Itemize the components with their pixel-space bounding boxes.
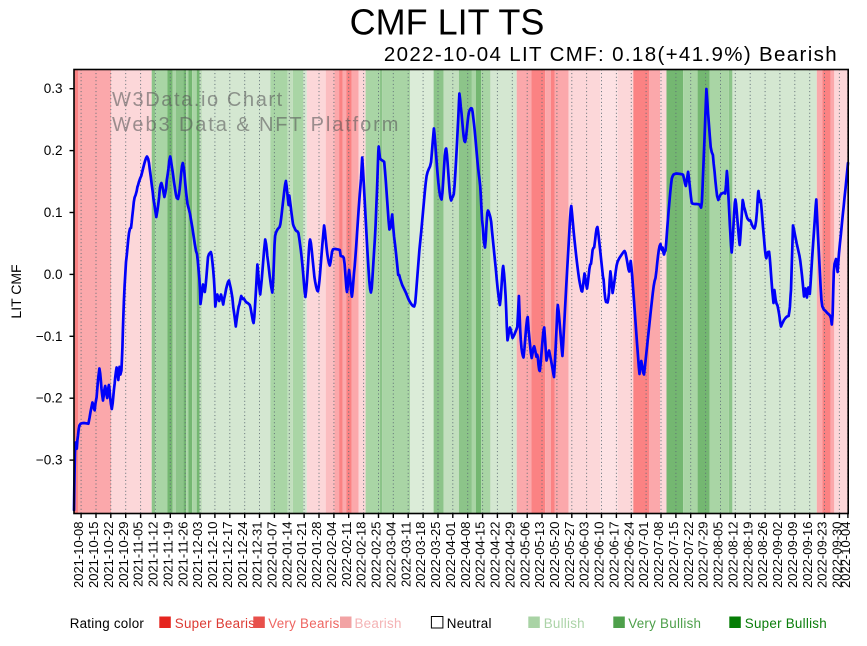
svg-text:0.1: 0.1: [44, 205, 63, 220]
svg-text:2022-06-24: 2022-06-24: [621, 522, 636, 589]
svg-text:2022-01-07: 2022-01-07: [265, 522, 280, 589]
svg-text:2021-10-08: 2021-10-08: [71, 522, 86, 589]
svg-text:2022-09-02: 2022-09-02: [770, 522, 785, 589]
svg-text:2022-08-12: 2022-08-12: [725, 522, 740, 589]
svg-text:2021-10-15: 2021-10-15: [86, 522, 101, 589]
svg-text:2022-04-15: 2022-04-15: [473, 522, 488, 589]
svg-text:2021-12-03: 2021-12-03: [190, 522, 205, 589]
svg-text:2022-04-22: 2022-04-22: [488, 522, 503, 589]
svg-text:2022-01-21: 2022-01-21: [294, 522, 309, 589]
svg-text:2021-12-17: 2021-12-17: [220, 522, 235, 589]
svg-text:2022-05-20: 2022-05-20: [547, 522, 562, 589]
svg-text:W3Data.io Chart: W3Data.io Chart: [112, 89, 284, 111]
svg-text:2022-05-06: 2022-05-06: [517, 522, 532, 589]
svg-text:2022-02-25: 2022-02-25: [369, 522, 384, 589]
svg-text:0.3: 0.3: [44, 81, 63, 96]
svg-text:2022-03-25: 2022-03-25: [428, 522, 443, 589]
svg-text:2021-11-19: 2021-11-19: [160, 522, 175, 588]
svg-text:2022-07-22: 2022-07-22: [681, 522, 696, 589]
svg-text:2022-01-14: 2022-01-14: [279, 522, 294, 589]
svg-text:−0.3: −0.3: [36, 453, 63, 468]
svg-text:2022-03-11: 2022-03-11: [398, 522, 413, 588]
svg-text:2022-06-17: 2022-06-17: [607, 522, 622, 589]
svg-text:Rating color: Rating color: [70, 616, 145, 631]
svg-text:2022-10-04: 2022-10-04: [838, 522, 853, 589]
svg-text:2022-09-23: 2022-09-23: [815, 522, 830, 589]
svg-text:2022-03-18: 2022-03-18: [413, 522, 428, 589]
svg-text:2021-10-29: 2021-10-29: [116, 522, 131, 589]
svg-text:2022-05-27: 2022-05-27: [562, 522, 577, 589]
svg-text:2022-08-05: 2022-08-05: [711, 522, 726, 589]
svg-text:2021-12-31: 2021-12-31: [250, 522, 265, 589]
svg-text:2022-08-19: 2022-08-19: [740, 522, 755, 589]
svg-text:−0.2: −0.2: [36, 391, 63, 406]
svg-text:Very Bullish: Very Bullish: [628, 616, 701, 631]
svg-text:2022-06-03: 2022-06-03: [577, 522, 592, 589]
svg-text:LIT CMF: LIT CMF: [8, 264, 24, 318]
svg-text:2021-11-05: 2021-11-05: [131, 522, 146, 588]
svg-text:2022-07-01: 2022-07-01: [636, 522, 651, 589]
svg-text:Very Bearish: Very Bearish: [268, 616, 347, 631]
svg-text:2021-11-26: 2021-11-26: [175, 522, 190, 588]
svg-text:2022-09-30: 2022-09-30: [830, 522, 845, 589]
svg-text:Neutral: Neutral: [447, 616, 492, 631]
svg-text:2022-03-04: 2022-03-04: [383, 522, 398, 589]
svg-text:2022-05-13: 2022-05-13: [532, 522, 547, 589]
svg-text:Super Bearish: Super Bearish: [175, 616, 263, 631]
svg-text:2022-09-16: 2022-09-16: [800, 522, 815, 589]
svg-text:Bearish: Bearish: [355, 616, 402, 631]
svg-text:2022-01-28: 2022-01-28: [309, 522, 324, 589]
svg-text:−0.1: −0.1: [36, 329, 63, 344]
svg-text:2022-10-04 LIT CMF: 0.18(+41.9: 2022-10-04 LIT CMF: 0.18(+41.9%) Bearish: [384, 43, 838, 66]
svg-text:Web3 Data & NFT Platform: Web3 Data & NFT Platform: [112, 114, 400, 136]
svg-text:Super Bullish: Super Bullish: [745, 616, 827, 631]
svg-text:2022-04-08: 2022-04-08: [458, 522, 473, 589]
svg-text:2022-02-18: 2022-02-18: [354, 522, 369, 589]
svg-text:2021-12-24: 2021-12-24: [235, 522, 250, 589]
svg-text:2022-02-04: 2022-02-04: [324, 522, 339, 589]
svg-text:0.2: 0.2: [44, 143, 63, 158]
svg-text:2022-04-29: 2022-04-29: [502, 522, 517, 589]
svg-text:2022-09-09: 2022-09-09: [785, 522, 800, 589]
svg-text:2022-06-10: 2022-06-10: [592, 522, 607, 589]
svg-text:2022-07-15: 2022-07-15: [666, 522, 681, 589]
svg-text:2022-07-29: 2022-07-29: [696, 522, 711, 589]
svg-text:2021-10-22: 2021-10-22: [101, 522, 116, 589]
svg-text:2021-12-10: 2021-12-10: [205, 522, 220, 589]
svg-text:2022-04-01: 2022-04-01: [443, 522, 458, 589]
svg-text:0.0: 0.0: [44, 267, 63, 282]
svg-text:CMF LIT TS: CMF LIT TS: [350, 2, 545, 43]
svg-text:2021-11-12: 2021-11-12: [146, 522, 161, 588]
svg-text:2022-07-08: 2022-07-08: [651, 522, 666, 589]
svg-text:2022-08-26: 2022-08-26: [755, 522, 770, 589]
svg-text:Bullish: Bullish: [544, 616, 585, 631]
svg-text:2022-02-11: 2022-02-11: [339, 522, 354, 588]
